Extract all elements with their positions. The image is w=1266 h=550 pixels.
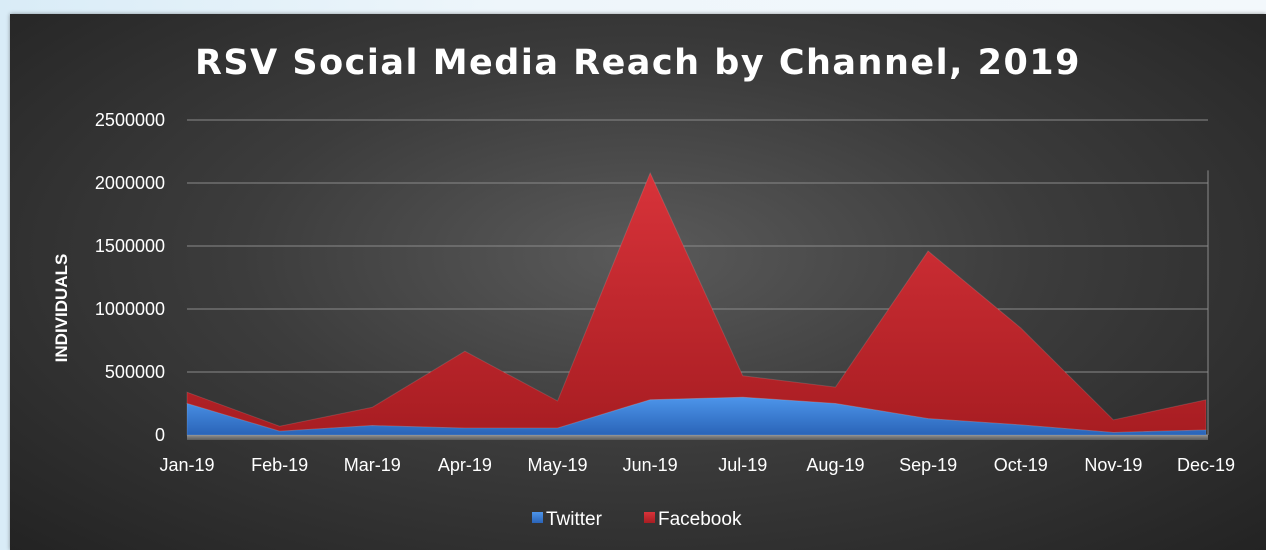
x-tick-label: Dec-19 (1177, 455, 1235, 475)
x-tick-label: Apr-19 (438, 455, 492, 475)
x-tick-label: Nov-19 (1084, 455, 1142, 475)
y-tick-label: 2000000 (95, 173, 165, 193)
legend-label: Facebook (658, 509, 742, 530)
x-axis-ticks: Jan-19 Feb-19 Mar-19 Apr-19 May-19 Jun-19 Jul-… (159, 455, 1235, 475)
x-tick-label: Sep-19 (899, 455, 957, 475)
x-tick-label: Oct-19 (994, 455, 1048, 475)
y-tick-label: 1000000 (95, 299, 165, 319)
area-series (186, 171, 1207, 436)
chart-title: RSV Social Media Reach by Channel, 2019 (195, 43, 1081, 83)
x-tick-label: Jan-19 (159, 455, 214, 475)
y-tick-label: 500000 (105, 362, 165, 382)
y-axis-label: INDIVIDUALS (52, 254, 71, 363)
y-tick-label: 0 (155, 425, 165, 445)
legend: Twitter Facebook (532, 509, 742, 530)
legend-swatch (532, 512, 543, 523)
chart-panel: RSV Social Media Reach by Channel, 2019 … (10, 14, 1266, 550)
legend-label: Twitter (546, 509, 603, 530)
x-tick-label: Feb-19 (251, 455, 308, 475)
x-tick-label: Mar-19 (344, 455, 401, 475)
plot-floor (187, 435, 1208, 440)
x-tick-label: Jun-19 (623, 455, 678, 475)
x-tick-label: Aug-19 (806, 455, 864, 475)
legend-item-twitter: Twitter (532, 509, 603, 530)
legend-item-facebook: Facebook (644, 509, 742, 530)
legend-swatch (644, 512, 655, 523)
y-tick-label: 1500000 (95, 236, 165, 256)
area-facebook (186, 171, 1207, 433)
x-tick-label: May-19 (528, 455, 588, 475)
y-tick-label: 2500000 (95, 110, 165, 130)
floor-strip (187, 435, 1208, 440)
x-tick-label: Jul-19 (718, 455, 767, 475)
area-twitter (186, 396, 1207, 436)
chart: RSV Social Media Reach by Channel, 2019 … (52, 43, 1235, 530)
y-axis-ticks: 0 500000 1000000 1500000 2000000 2500000 (95, 110, 165, 445)
